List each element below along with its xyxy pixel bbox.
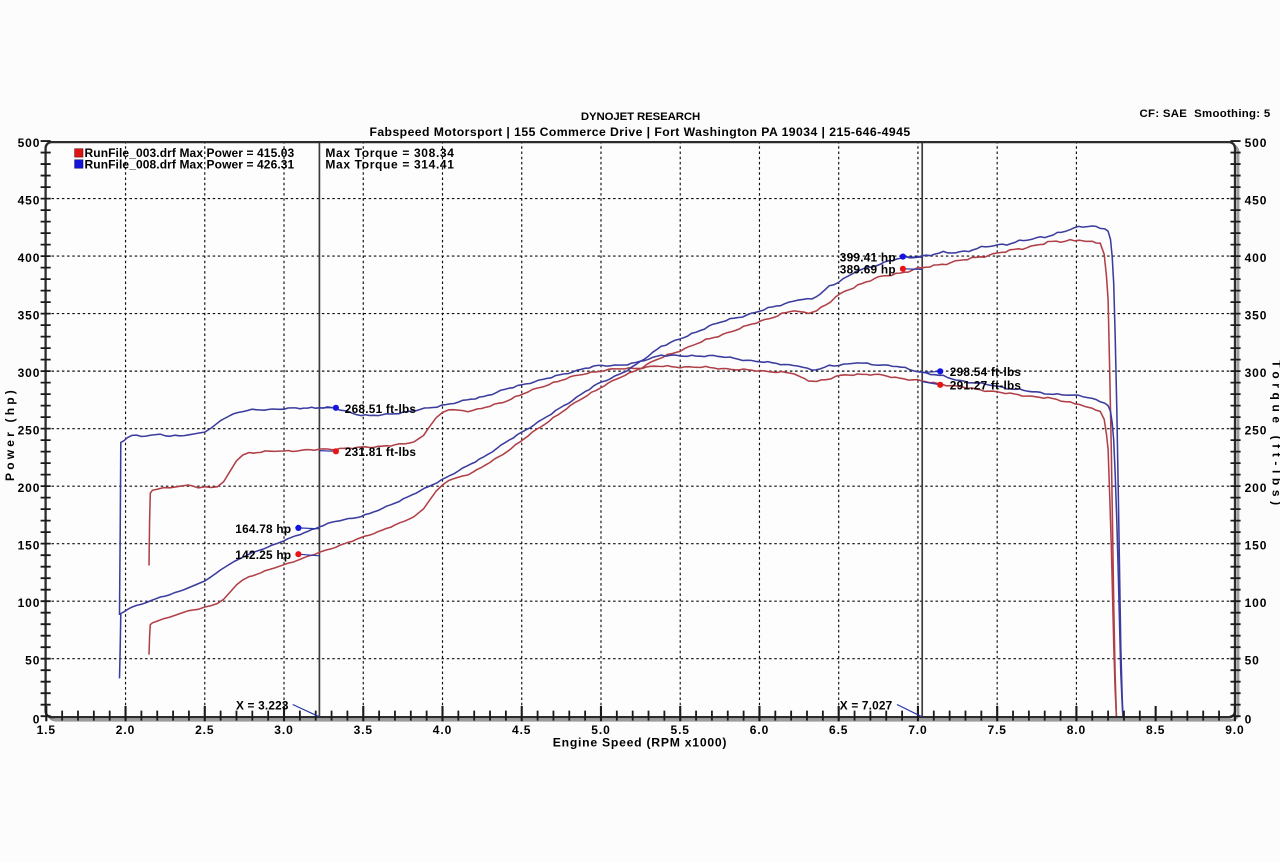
svg-text:3.0: 3.0 <box>274 723 293 737</box>
svg-text:7.5: 7.5 <box>988 723 1007 737</box>
svg-text:450: 450 <box>18 194 41 208</box>
svg-text:8.5: 8.5 <box>1146 723 1165 737</box>
svg-text:389.69 hp: 389.69 hp <box>840 263 896 277</box>
svg-text:500: 500 <box>1245 136 1268 150</box>
svg-text:400: 400 <box>1245 251 1268 265</box>
svg-text:CF: SAE Smoothing: 5: CF: SAE Smoothing: 5 <box>1140 108 1271 120</box>
svg-text:200: 200 <box>18 481 41 495</box>
svg-text:400: 400 <box>18 251 41 265</box>
svg-text:6.0: 6.0 <box>750 723 769 737</box>
svg-text:2.5: 2.5 <box>195 723 214 737</box>
svg-text:Max Torque = 314.41: Max Torque = 314.41 <box>325 157 454 171</box>
svg-text:298.54 ft-lbs: 298.54 ft-lbs <box>950 365 1022 379</box>
svg-text:164.78 hp: 164.78 hp <box>235 522 291 536</box>
svg-text:50: 50 <box>25 654 40 668</box>
svg-text:Power (hp): Power (hp) <box>3 387 17 481</box>
svg-text:5.5: 5.5 <box>671 723 690 737</box>
svg-text:8.0: 8.0 <box>1067 723 1086 737</box>
svg-text:6.5: 6.5 <box>829 723 848 737</box>
svg-text:268.51 ft-lbs: 268.51 ft-lbs <box>345 402 417 416</box>
svg-text:250: 250 <box>1245 424 1268 438</box>
svg-text:3.5: 3.5 <box>354 723 373 737</box>
svg-text:4.0: 4.0 <box>433 723 452 737</box>
svg-text:X = 3.223: X = 3.223 <box>236 698 289 712</box>
svg-text:0: 0 <box>33 712 41 726</box>
svg-text:150: 150 <box>18 539 41 553</box>
svg-text:250: 250 <box>18 424 41 438</box>
svg-text:142.25 hp: 142.25 hp <box>235 548 291 562</box>
svg-text:300: 300 <box>1245 366 1268 380</box>
svg-text:100: 100 <box>18 596 41 610</box>
svg-text:450: 450 <box>1245 194 1268 208</box>
svg-text:4.5: 4.5 <box>512 723 531 737</box>
svg-text:399.41 hp: 399.41 hp <box>840 250 896 264</box>
svg-text:231.81 ft-lbs: 231.81 ft-lbs <box>345 445 417 459</box>
svg-text:DYNOJET RESEARCH: DYNOJET RESEARCH <box>581 111 700 123</box>
svg-text:0: 0 <box>1245 712 1253 726</box>
svg-text:Torque (ft-lbs): Torque (ft-lbs) <box>1269 360 1280 509</box>
svg-text:7.0: 7.0 <box>908 723 927 737</box>
svg-text:300: 300 <box>18 366 41 380</box>
svg-text:Fabspeed Motorsport | 155 Comm: Fabspeed Motorsport | 155 Commerce Drive… <box>369 125 910 139</box>
svg-text:291.27 ft-lbs: 291.27 ft-lbs <box>950 379 1022 393</box>
svg-text:RunFile_008.drf Max Power = 42: RunFile_008.drf Max Power = 426.31 <box>85 157 295 171</box>
svg-text:Max Torque = 308.34: Max Torque = 308.34 <box>325 146 454 160</box>
svg-text:1.5: 1.5 <box>37 723 56 737</box>
svg-text:350: 350 <box>1245 309 1268 323</box>
svg-text:X = 7.027: X = 7.027 <box>840 698 893 712</box>
svg-text:9.0: 9.0 <box>1225 723 1244 737</box>
svg-text:350: 350 <box>18 309 41 323</box>
svg-text:500: 500 <box>18 136 41 150</box>
svg-text:5.0: 5.0 <box>591 723 610 737</box>
svg-text:2.0: 2.0 <box>116 723 135 737</box>
svg-text:RunFile_003.drf Max Power = 41: RunFile_003.drf Max Power = 415.03 <box>85 146 295 160</box>
svg-text:Engine Speed (RPM x1000): Engine Speed (RPM x1000) <box>553 735 727 749</box>
svg-text:50: 50 <box>1245 654 1260 668</box>
svg-text:200: 200 <box>1245 481 1268 495</box>
svg-text:150: 150 <box>1245 539 1268 553</box>
svg-text:100: 100 <box>1245 596 1268 610</box>
